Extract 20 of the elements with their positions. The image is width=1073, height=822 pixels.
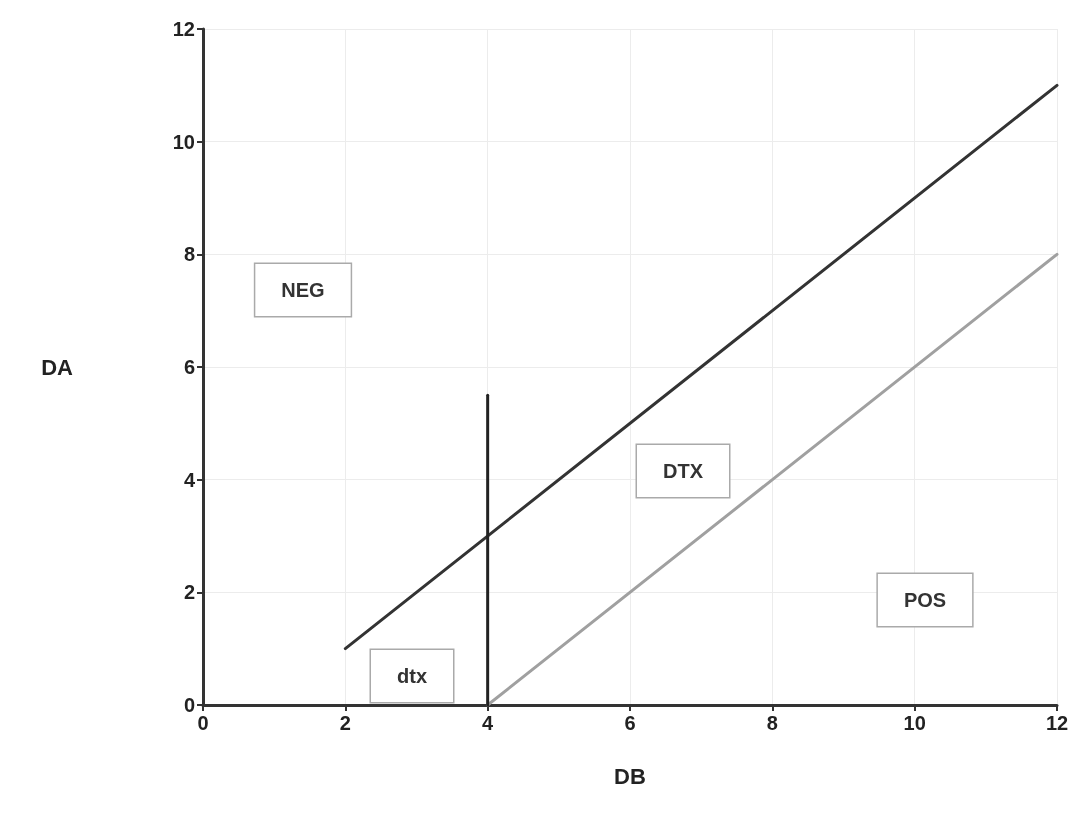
x-tick-label: 2 (339, 712, 351, 734)
y-tick-label: 10 (172, 130, 195, 153)
x-tick-label: 4 (482, 712, 495, 734)
x-tick-label: 10 (903, 712, 926, 734)
y-tick-label: 2 (183, 581, 195, 604)
y-tick-label: 4 (183, 468, 196, 491)
y-tick-label: 6 (183, 356, 195, 378)
x-axis-title: DB (614, 763, 646, 789)
x-tick-label: 6 (624, 712, 636, 734)
y-tick-label: 12 (172, 18, 195, 40)
x-tick-label: 8 (766, 712, 778, 734)
x-tick-label: 0 (197, 712, 209, 734)
annotation: POS (903, 589, 947, 611)
y-tick-label: 0 (183, 694, 195, 716)
y-tick-label: 8 (183, 243, 195, 266)
x-tick-label: 12 (1045, 712, 1069, 734)
annotation: NEG (281, 279, 325, 301)
annotation: DTX (663, 460, 704, 482)
y-axis-title: DA (41, 354, 74, 380)
annotation: dtx (397, 665, 427, 687)
